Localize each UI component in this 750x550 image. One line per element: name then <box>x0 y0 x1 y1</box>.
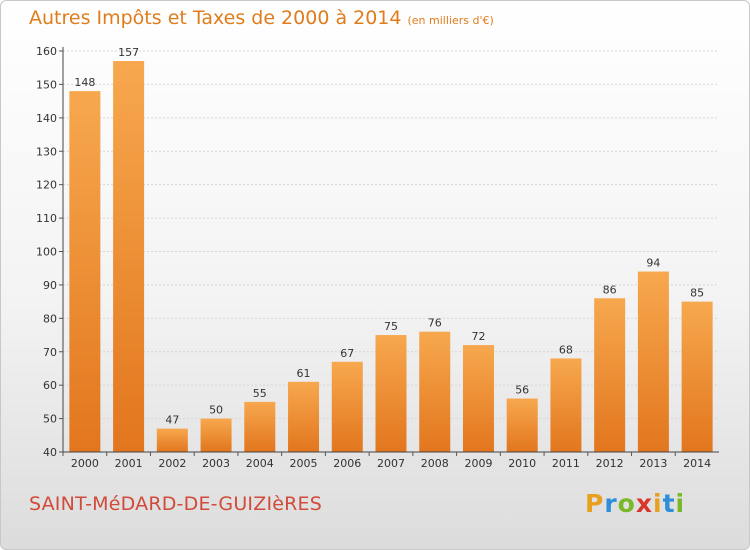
x-tick-label: 2000 <box>71 457 99 470</box>
bar-2007 <box>375 335 407 452</box>
x-tick-label: 2009 <box>464 457 492 470</box>
x-tick-label: 2013 <box>639 457 667 470</box>
bar-2008 <box>419 331 451 452</box>
x-tick-label: 2010 <box>508 457 536 470</box>
bar-2004 <box>244 401 276 452</box>
chart-title: Autres Impôts et Taxes de 2000 à 2014 (en… <box>29 7 494 29</box>
data-label: 157 <box>118 46 139 59</box>
logo-letter: r <box>604 489 618 518</box>
x-tick-label: 2014 <box>683 457 711 470</box>
data-label: 56 <box>515 384 529 397</box>
logo-letter: x <box>635 489 653 518</box>
y-tick-label: 150 <box>36 78 57 91</box>
bar-2000 <box>69 91 101 452</box>
y-tick-label: 140 <box>36 112 57 125</box>
data-label: 55 <box>253 387 267 400</box>
data-label: 76 <box>428 317 442 330</box>
y-tick-label: 130 <box>36 145 57 158</box>
bar-2002 <box>156 428 188 452</box>
x-tick-label: 2005 <box>290 457 318 470</box>
x-tick-label: 2004 <box>246 457 274 470</box>
x-tick-label: 2003 <box>202 457 230 470</box>
y-tick-label: 60 <box>43 379 57 392</box>
y-tick-label: 40 <box>43 446 57 459</box>
x-tick-label: 2011 <box>552 457 580 470</box>
data-label: 67 <box>340 347 354 360</box>
bar-2005 <box>288 381 320 452</box>
bar-2009 <box>462 345 494 452</box>
logo-letter: t <box>662 489 676 518</box>
data-label: 47 <box>165 414 179 427</box>
x-tick-label: 2008 <box>421 457 449 470</box>
y-tick-label: 80 <box>43 312 57 325</box>
logo-letter: i <box>675 489 686 518</box>
y-tick-label: 120 <box>36 179 57 192</box>
bar-2011 <box>550 358 582 452</box>
data-label: 94 <box>646 257 660 270</box>
data-label: 72 <box>471 330 485 343</box>
x-tick-label: 2006 <box>333 457 361 470</box>
subtitle-text: (en milliers d'€) <box>407 14 494 27</box>
y-tick-label: 50 <box>43 413 57 426</box>
y-tick-label: 100 <box>36 246 57 259</box>
title-text: Autres Impôts et Taxes de 2000 à 2014 <box>29 7 402 29</box>
bar-2012 <box>594 298 626 452</box>
data-label: 61 <box>297 367 311 380</box>
proxiti-logo: Proxiti <box>585 489 685 518</box>
data-label: 68 <box>559 343 573 356</box>
data-label: 50 <box>209 404 223 417</box>
data-label: 148 <box>74 76 95 89</box>
y-tick-label: 70 <box>43 346 57 359</box>
y-tick-label: 160 <box>36 45 57 58</box>
y-tick-label: 110 <box>36 212 57 225</box>
x-tick-label: 2007 <box>377 457 405 470</box>
data-label: 75 <box>384 320 398 333</box>
x-tick-label: 2002 <box>158 457 186 470</box>
bar-2003 <box>200 418 232 452</box>
logo-letter: P <box>585 489 605 518</box>
x-tick-label: 2012 <box>596 457 624 470</box>
x-tick-label: 2001 <box>115 457 143 470</box>
bar-2001 <box>113 61 145 453</box>
logo-letter: i <box>653 489 663 518</box>
data-label: 86 <box>603 283 617 296</box>
bar-2013 <box>637 271 669 452</box>
bar-2006 <box>331 361 363 452</box>
y-tick-label: 90 <box>43 279 57 292</box>
logo-letter: o <box>617 489 636 518</box>
data-label: 85 <box>690 287 704 300</box>
bar-2014 <box>681 301 713 452</box>
bar-2010 <box>506 398 538 452</box>
commune-name: SAINT-MéDARD-DE-GUIZIèRES <box>29 493 323 515</box>
